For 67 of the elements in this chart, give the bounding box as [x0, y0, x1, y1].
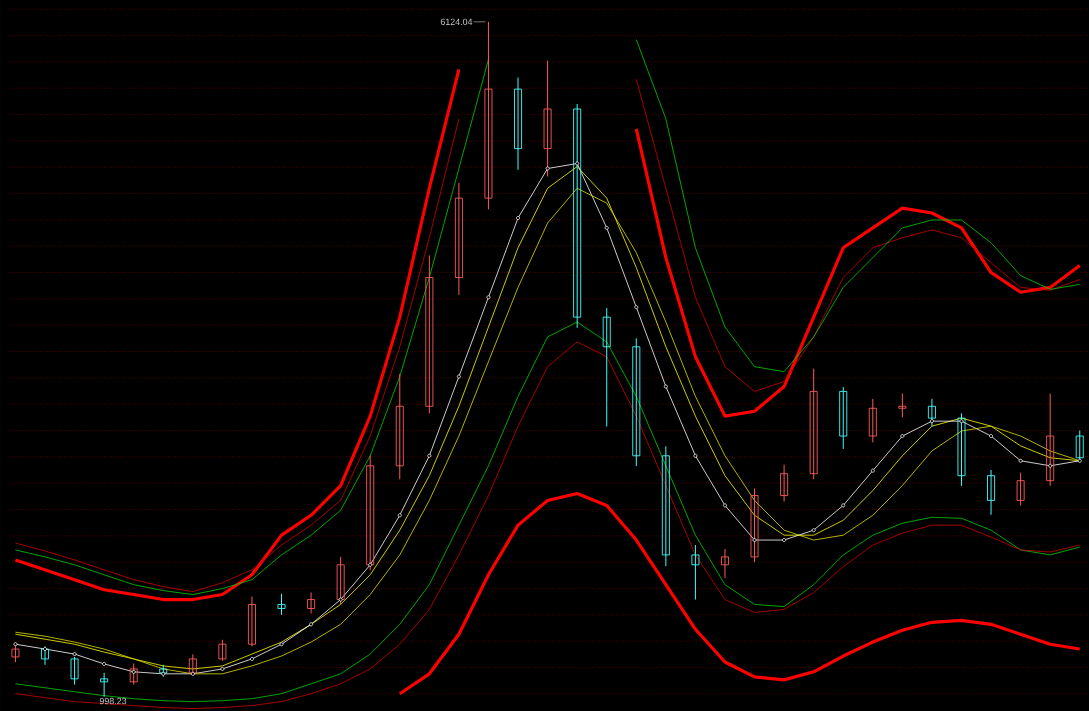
point [1048, 463, 1053, 468]
point [102, 661, 107, 666]
point [870, 468, 875, 473]
candlestick [839, 386, 848, 450]
point [131, 669, 136, 674]
candlestick [602, 307, 611, 427]
annotation: 998.23 [99, 697, 127, 704]
point [782, 537, 787, 542]
candlestick [868, 398, 877, 443]
candlestick [366, 454, 375, 571]
point [309, 622, 314, 627]
point [841, 503, 846, 508]
point [249, 656, 254, 661]
candlestick [927, 398, 936, 427]
point [693, 453, 698, 458]
candlestick [957, 412, 966, 487]
point [43, 646, 47, 651]
point [279, 641, 284, 646]
point [456, 374, 461, 379]
candlestick [898, 392, 907, 418]
candlestick [100, 672, 109, 697]
candlestick [277, 593, 286, 616]
point [338, 597, 343, 602]
point [397, 513, 402, 518]
candlestick [987, 469, 996, 516]
point [575, 161, 580, 166]
point [220, 666, 225, 671]
point [752, 537, 757, 542]
point [427, 453, 432, 458]
candlestick [425, 254, 434, 414]
point [663, 384, 668, 389]
point [1018, 458, 1023, 463]
point [1077, 458, 1082, 463]
candlestick [1016, 471, 1025, 506]
point [929, 418, 934, 423]
candlestick [247, 595, 256, 647]
candlestick [809, 367, 818, 480]
candlestick [70, 656, 79, 685]
point [900, 433, 905, 438]
point [486, 295, 491, 300]
candlestick [632, 337, 641, 467]
candlestick [41, 645, 49, 666]
candlestick [750, 487, 759, 563]
point [13, 641, 18, 646]
point [634, 304, 639, 309]
candlestick [307, 591, 316, 614]
point [190, 671, 195, 676]
point [368, 562, 373, 567]
candlestick [780, 464, 789, 502]
point [545, 166, 550, 171]
candlestick [514, 76, 523, 171]
point [604, 225, 609, 230]
candlestick [720, 548, 729, 579]
point [959, 418, 964, 423]
point [516, 215, 521, 220]
candlestick [661, 445, 670, 567]
candlestick [336, 556, 345, 605]
point [72, 651, 77, 656]
candlestick [1046, 392, 1055, 487]
candlestick [395, 373, 404, 480]
point [723, 503, 727, 508]
point [989, 433, 994, 438]
candlestick [218, 639, 227, 662]
annotation: 6124.04 [440, 18, 473, 25]
candlestick [691, 544, 700, 600]
point [811, 527, 816, 532]
candlestick [454, 182, 463, 296]
